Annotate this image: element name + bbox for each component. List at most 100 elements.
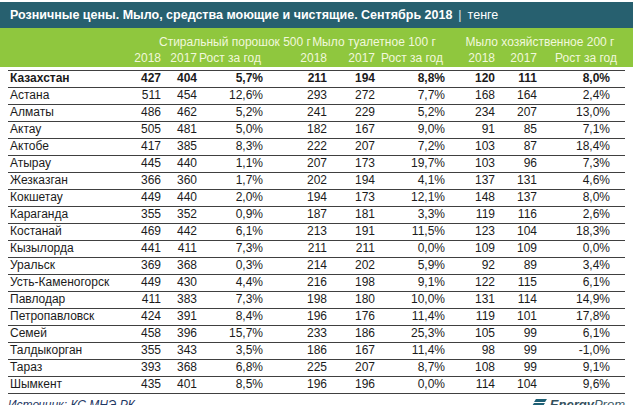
cell-value: 173 — [327, 190, 375, 206]
cell-value: 241 — [263, 105, 327, 121]
table-row: Алматы4864625,2%2412295,2%23420713,0% — [8, 105, 625, 122]
cell-value: 2,0% — [197, 190, 263, 206]
cell-value: 430 — [161, 275, 197, 291]
cell-value: 9,6% — [537, 377, 625, 393]
cell-value: 108 — [445, 360, 495, 376]
cell-value: 186 — [327, 326, 375, 342]
cell-value: 114 — [495, 292, 537, 308]
cell-value: 91 — [445, 122, 495, 138]
cell-value: 92 — [445, 258, 495, 274]
table-row: Караганда3553520,9%1871813,3%1191162,6% — [8, 207, 625, 224]
source-note: Источник: КС МНЭ РК — [8, 398, 135, 405]
cell-value: 7,3% — [197, 292, 263, 308]
cell-value: 180 — [327, 292, 375, 308]
cell-value: 207 — [495, 105, 537, 121]
cell-value: 6,8% — [197, 360, 263, 376]
cell-value: 115 — [495, 275, 537, 291]
cell-value: 0,0% — [375, 377, 445, 393]
cell-value: 123 — [445, 224, 495, 240]
cell-value: 8,0% — [537, 71, 625, 87]
cell-value: 511 — [133, 88, 161, 104]
table-row: Кызылорда4414117,3%2112110,0%1091090,0% — [8, 241, 625, 258]
city-name: Павлодар — [8, 292, 133, 308]
cell-value: 101 — [495, 309, 537, 325]
cell-value: 445 — [133, 156, 161, 172]
cell-value: 207 — [327, 139, 375, 155]
cell-value: 7,1% — [537, 122, 625, 138]
title-divider: | — [452, 8, 467, 22]
cell-value: 360 — [161, 173, 197, 189]
city-name: Семей — [8, 326, 133, 342]
cell-value: -1,0% — [537, 343, 625, 359]
table-row: Павлодар4113837,3%19818010,0%13111414,9% — [8, 292, 625, 309]
cell-value: 8,3% — [197, 139, 263, 155]
cell-value: 427 — [133, 71, 161, 87]
cell-value: 214 — [263, 258, 327, 274]
table-row: Тараз3933686,8%2252078,7%108999,1% — [8, 360, 625, 377]
cell-value: 99 — [495, 360, 537, 376]
cell-value: 10,0% — [375, 292, 445, 308]
table-row: Кокшетау4494402,0%19417312,1%1481378,0% — [8, 190, 625, 207]
col-header-2018: 2018 — [445, 51, 495, 65]
cell-value: 383 — [161, 292, 197, 308]
cell-value: 196 — [263, 309, 327, 325]
cell-value: 89 — [495, 258, 537, 274]
cell-value: 111 — [495, 71, 537, 87]
cell-value: 182 — [263, 122, 327, 138]
cell-value: 7,3% — [537, 156, 625, 172]
city-name: Караганда — [8, 207, 133, 223]
cell-value: 8,5% — [197, 377, 263, 393]
cell-value: 458 — [133, 326, 161, 342]
cell-value: 8,4% — [197, 309, 263, 325]
cell-value: 9,1% — [537, 360, 625, 376]
column-group-toilet-soap: Мыло туалетное 100 г — [263, 35, 445, 49]
cell-value: 411 — [133, 292, 161, 308]
cell-value: 14,9% — [537, 292, 625, 308]
column-group-washing-powder: Стиральный порошок 500 г — [133, 35, 263, 49]
cell-value: 131 — [495, 173, 537, 189]
city-name: Костанай — [8, 224, 133, 240]
cell-value: 202 — [327, 258, 375, 274]
cell-value: 0,3% — [197, 258, 263, 274]
cell-value: 85 — [495, 122, 537, 138]
cell-value: 343 — [161, 343, 197, 359]
energyprom-logo: EnergyProm — [531, 398, 625, 405]
cell-value: 167 — [327, 343, 375, 359]
cell-value: 116 — [495, 207, 537, 223]
cell-value: 96 — [495, 156, 537, 172]
cell-value: 131 — [445, 292, 495, 308]
cell-value: 12,6% — [197, 88, 263, 104]
cell-value: 187 — [263, 207, 327, 223]
cell-value: 98 — [445, 343, 495, 359]
cell-value: 440 — [161, 156, 197, 172]
col-header-growth: Рост за год — [375, 51, 445, 65]
cell-value: 119 — [445, 207, 495, 223]
cell-value: 385 — [161, 139, 197, 155]
cell-value: 5,0% — [197, 122, 263, 138]
cell-value: 11,4% — [375, 343, 445, 359]
cell-value: 6,1% — [537, 326, 625, 342]
cell-value: 213 — [263, 224, 327, 240]
cell-value: 13,0% — [537, 105, 625, 121]
cell-value: 366 — [133, 173, 161, 189]
cell-value: 119 — [445, 309, 495, 325]
cell-value: 9,1% — [375, 275, 445, 291]
cell-value: 222 — [263, 139, 327, 155]
city-name: Шымкент — [8, 377, 133, 393]
cell-value: 87 — [495, 139, 537, 155]
currency-unit: тенге — [468, 8, 499, 22]
cell-value: 4,4% — [197, 275, 263, 291]
city-name: Талдыкорган — [8, 343, 133, 359]
cell-value: 233 — [263, 326, 327, 342]
cell-value: 137 — [495, 190, 537, 206]
cell-value: 207 — [263, 156, 327, 172]
city-name: Актау — [8, 122, 133, 138]
city-name: Астана — [8, 88, 133, 104]
city-name: Петропавловск — [8, 309, 133, 325]
cell-value: 99 — [495, 326, 537, 342]
cell-value: 114 — [445, 377, 495, 393]
cell-value: 25,3% — [375, 326, 445, 342]
table-row: Атырау4454401,1%20717319,7%103967,3% — [8, 156, 625, 173]
cell-value: 104 — [495, 377, 537, 393]
col-header-2017: 2017 — [327, 51, 375, 65]
